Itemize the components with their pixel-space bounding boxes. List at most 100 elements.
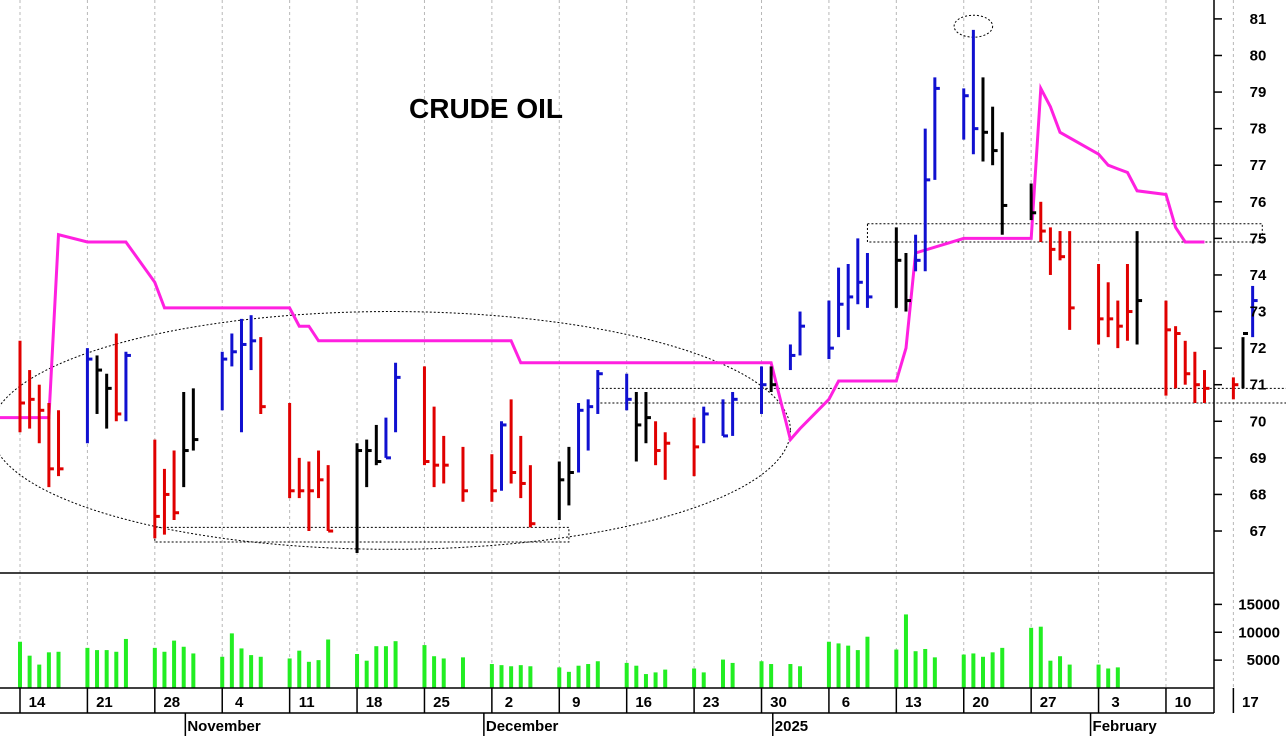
volume-bar — [85, 647, 90, 688]
price-bar — [1135, 231, 1143, 345]
grid-lines — [19, 0, 1234, 688]
price-bar — [692, 417, 700, 477]
volume-bar — [528, 666, 533, 688]
price-bar — [153, 439, 160, 539]
volume-bar — [557, 667, 562, 688]
price-bars-layer — [18, 29, 1258, 553]
price-bar — [519, 435, 526, 499]
price-bar — [47, 402, 54, 488]
price-tick-label: 75 — [1250, 230, 1267, 247]
date-tick-label: 11 — [299, 694, 315, 711]
volume-bar — [836, 643, 841, 688]
axis-labels: 6768697071727374757677787980815000100001… — [19, 11, 1280, 736]
price-bar — [297, 457, 305, 499]
volume-bar — [46, 652, 51, 688]
price-bar — [28, 370, 35, 429]
price-tick-label: 76 — [1250, 194, 1267, 211]
volume-bar — [95, 650, 100, 688]
volume-bar — [981, 656, 985, 688]
price-bar — [894, 227, 902, 308]
price-bar — [394, 362, 401, 433]
price-tick-label: 81 — [1250, 11, 1267, 28]
volume-bar — [432, 656, 437, 688]
volume-bar — [364, 660, 369, 688]
volume-bar — [489, 664, 494, 688]
price-bar — [1183, 340, 1191, 385]
price-bar — [577, 402, 584, 473]
price-tick-label: 77 — [1250, 157, 1267, 174]
price-bar — [625, 373, 632, 411]
month-label: December — [486, 718, 559, 735]
price-tick-label: 67 — [1250, 523, 1267, 540]
price-bar — [230, 333, 237, 367]
price-bar — [1125, 263, 1133, 341]
price-tick-label: 71 — [1250, 377, 1267, 394]
volume-bar — [798, 666, 803, 688]
volume-bar — [152, 647, 157, 688]
volume-bar — [220, 656, 225, 688]
volume-bar — [1058, 656, 1063, 688]
volume-bar — [634, 665, 639, 688]
price-bar — [95, 355, 103, 414]
volume-bar — [788, 664, 793, 688]
price-bar — [837, 267, 844, 338]
price-bar — [663, 432, 671, 480]
price-bar — [57, 410, 64, 477]
volume-bar — [663, 669, 668, 688]
price-bar — [422, 366, 430, 466]
price-tick-label: 68 — [1250, 486, 1267, 503]
price-tick-label: 79 — [1250, 84, 1267, 101]
volume-bar — [971, 653, 976, 688]
volume-bar — [865, 636, 870, 688]
price-bar — [172, 450, 180, 521]
volume-bar — [123, 638, 128, 688]
moving-average-line — [0, 82, 1205, 443]
price-bar — [567, 446, 574, 506]
price-bar — [1029, 183, 1037, 221]
volume-bar — [229, 633, 234, 688]
volume-bar — [701, 672, 706, 688]
volume-bar — [518, 665, 523, 688]
volume-tick-label: 15000 — [1238, 596, 1280, 613]
volume-bar — [990, 652, 995, 688]
price-bar — [971, 29, 979, 155]
volume-bar — [566, 671, 571, 688]
volume-bar — [576, 665, 581, 688]
volume-bar — [855, 650, 860, 688]
volume-bar — [923, 648, 928, 688]
price-bar — [307, 461, 314, 532]
price-bar — [1058, 231, 1066, 261]
volume-bar — [18, 641, 22, 688]
price-bar — [355, 443, 363, 553]
price-bar — [220, 351, 228, 411]
price-tick-label: 74 — [1250, 267, 1267, 284]
price-bar — [259, 337, 266, 414]
date-tick-label: 17 — [1242, 694, 1259, 711]
price-bar — [991, 106, 998, 166]
date-tick-label: 21 — [96, 694, 113, 711]
date-tick-label: 10 — [1175, 694, 1192, 711]
date-tick-label: 20 — [972, 694, 989, 711]
price-bar — [442, 435, 449, 484]
price-bar — [1068, 231, 1075, 330]
price-bar — [85, 348, 93, 444]
date-tick-label: 2 — [505, 694, 513, 711]
volume-bar — [769, 664, 774, 688]
date-tick-label: 9 — [572, 694, 580, 711]
volume-bar — [499, 665, 504, 688]
volume-bar — [903, 614, 908, 688]
range-box-resistance — [866, 223, 1263, 243]
volume-bar — [306, 661, 311, 688]
date-tick-label: 28 — [163, 694, 180, 711]
volume-bar — [326, 639, 331, 688]
volume-bar — [961, 654, 966, 688]
price-bar — [1106, 282, 1114, 338]
volume-bar — [1048, 660, 1053, 688]
price-bar — [528, 465, 536, 528]
volume-bar — [720, 659, 725, 688]
price-bar — [249, 315, 257, 371]
price-bar — [288, 402, 295, 499]
volume-bar — [162, 651, 167, 688]
date-tick-label: 16 — [635, 694, 652, 711]
volume-bar — [913, 651, 918, 688]
